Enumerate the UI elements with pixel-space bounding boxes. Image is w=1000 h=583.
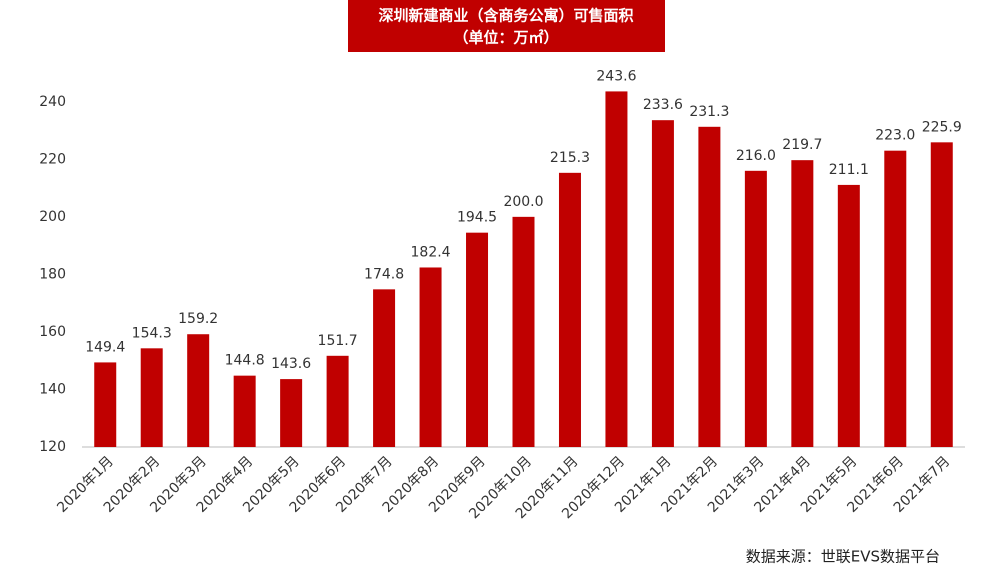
bar bbox=[837, 184, 860, 448]
bar bbox=[651, 120, 674, 447]
bar bbox=[140, 348, 163, 447]
value-label: 200.0 bbox=[503, 194, 543, 210]
value-label: 159.2 bbox=[178, 311, 218, 327]
y-tick-label: 140 bbox=[39, 381, 66, 397]
bar bbox=[605, 91, 628, 448]
bar bbox=[280, 379, 303, 447]
value-label: 143.6 bbox=[271, 356, 311, 372]
y-tick-label: 160 bbox=[39, 324, 66, 340]
value-label: 216.0 bbox=[736, 148, 776, 164]
bar bbox=[373, 289, 396, 447]
y-tick-label: 180 bbox=[39, 266, 66, 282]
value-label: 225.9 bbox=[922, 119, 962, 135]
source-note: 数据来源：世联EVS数据平台 bbox=[746, 548, 940, 566]
value-label: 223.0 bbox=[875, 128, 915, 144]
chart-title: 深圳新建商业（含商务公寓）可售面积 bbox=[378, 7, 633, 25]
value-label: 233.6 bbox=[643, 97, 683, 113]
value-label: 231.3 bbox=[689, 104, 729, 120]
bar bbox=[558, 172, 581, 447]
value-label: 174.8 bbox=[364, 266, 404, 282]
value-label: 154.3 bbox=[132, 325, 172, 341]
bar bbox=[233, 375, 256, 447]
bar bbox=[419, 267, 442, 447]
value-label: 219.7 bbox=[782, 137, 822, 153]
value-label: 211.1 bbox=[829, 162, 869, 178]
value-label: 151.7 bbox=[318, 333, 358, 349]
bar bbox=[884, 150, 907, 447]
y-tick-label: 120 bbox=[39, 439, 66, 455]
value-label: 215.3 bbox=[550, 150, 590, 166]
value-label: 243.6 bbox=[596, 68, 636, 84]
value-label: 149.4 bbox=[85, 339, 125, 355]
bar bbox=[326, 355, 349, 447]
bar bbox=[744, 170, 767, 448]
value-label: 182.4 bbox=[411, 244, 451, 260]
bar bbox=[930, 142, 953, 447]
y-tick-label: 220 bbox=[39, 151, 66, 167]
bar bbox=[94, 362, 117, 447]
bar bbox=[698, 126, 721, 447]
value-label: 194.5 bbox=[457, 210, 497, 226]
bar bbox=[466, 232, 489, 447]
bar bbox=[791, 160, 814, 447]
title-box bbox=[348, 0, 665, 52]
y-tick-label: 240 bbox=[39, 94, 66, 110]
bar bbox=[187, 334, 210, 447]
chart-subtitle: （单位：万㎡） bbox=[453, 29, 558, 47]
bar bbox=[512, 216, 535, 447]
value-label: 144.8 bbox=[225, 353, 265, 369]
y-tick-label: 200 bbox=[39, 209, 66, 225]
